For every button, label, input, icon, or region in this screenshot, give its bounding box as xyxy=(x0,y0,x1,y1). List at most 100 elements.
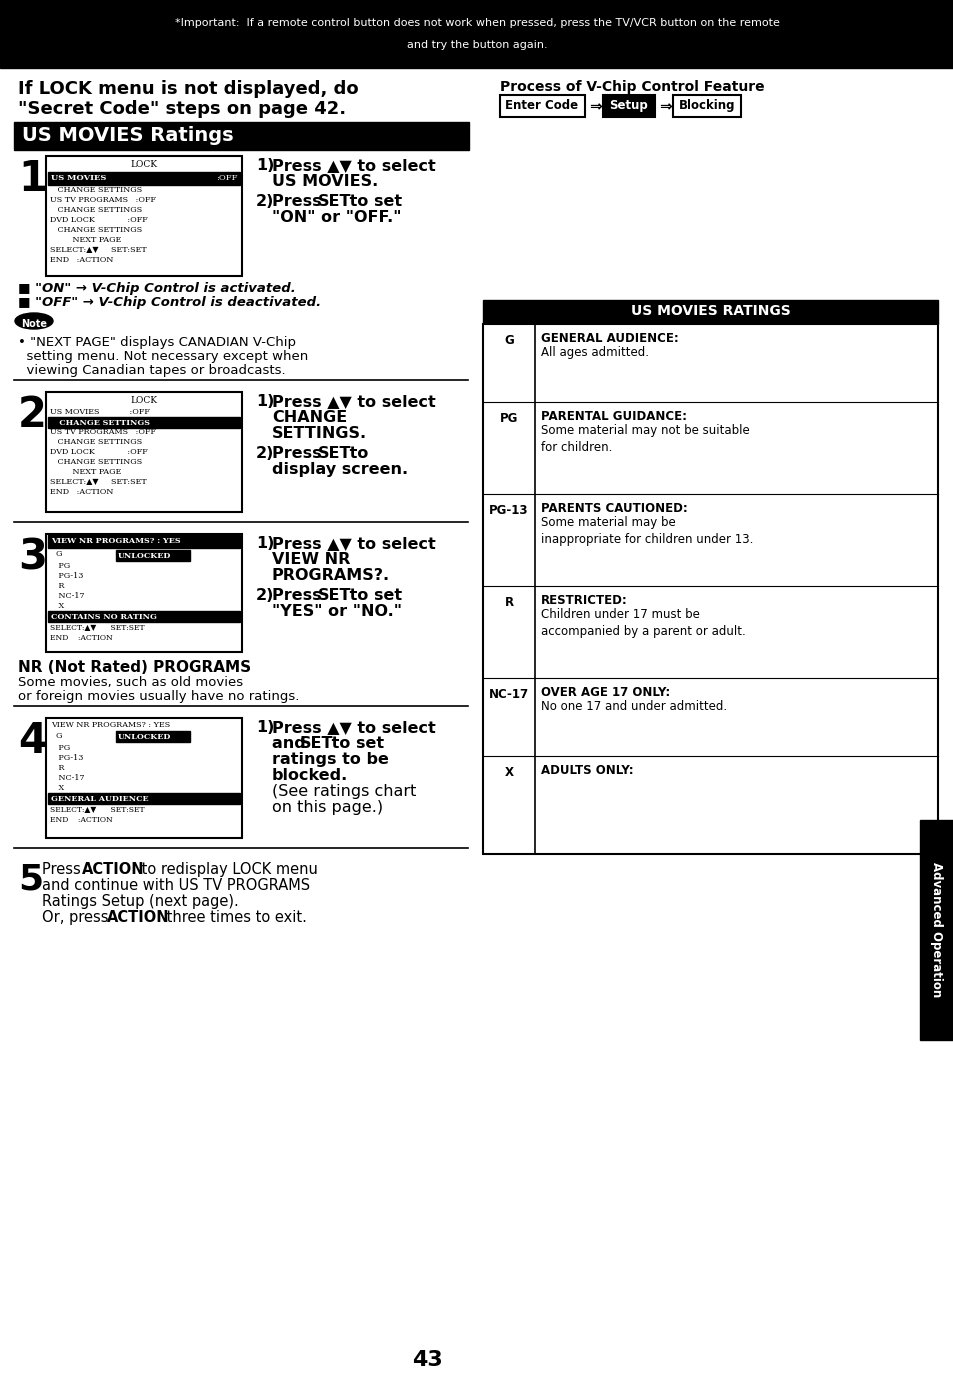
Text: DVD LOCK             :OFF: DVD LOCK :OFF xyxy=(50,217,148,224)
Text: ACTION: ACTION xyxy=(82,862,145,878)
Bar xyxy=(48,793,240,805)
Text: X: X xyxy=(51,602,64,610)
Text: ratings to be: ratings to be xyxy=(272,752,389,767)
Text: G: G xyxy=(503,334,514,346)
Text: PARENTS CAUTIONED:: PARENTS CAUTIONED: xyxy=(540,502,687,515)
Text: ■ "ON" → V-Chip Control is activated.: ■ "ON" → V-Chip Control is activated. xyxy=(18,282,295,295)
Text: R: R xyxy=(51,765,65,771)
Text: 1): 1) xyxy=(255,720,274,736)
Bar xyxy=(46,392,242,512)
Text: All ages admitted.: All ages admitted. xyxy=(540,346,648,359)
Text: GENERAL AUDIENCE: GENERAL AUDIENCE xyxy=(51,795,149,803)
Text: US MOVIES.: US MOVIES. xyxy=(272,174,377,189)
Text: 1): 1) xyxy=(255,395,274,408)
Text: Some movies, such as old movies: Some movies, such as old movies xyxy=(18,676,243,689)
Bar xyxy=(0,0,953,68)
Text: Press: Press xyxy=(272,195,327,208)
Bar xyxy=(48,172,240,185)
Text: and: and xyxy=(272,736,311,751)
Text: CONTAINS NO RATING: CONTAINS NO RATING xyxy=(51,613,156,621)
Text: to set: to set xyxy=(344,588,402,603)
Text: PROGRAMS?.: PROGRAMS?. xyxy=(272,569,390,582)
Bar xyxy=(672,95,740,117)
Text: PG-13: PG-13 xyxy=(51,753,83,762)
Text: to: to xyxy=(344,446,368,461)
Text: SET: SET xyxy=(317,588,351,603)
Text: and try the button again.: and try the button again. xyxy=(406,40,547,50)
Text: NR (Not Rated) PROGRAMS: NR (Not Rated) PROGRAMS xyxy=(18,660,251,675)
Text: PG: PG xyxy=(499,413,517,425)
Text: NC-17: NC-17 xyxy=(51,774,85,782)
Text: Enter Code: Enter Code xyxy=(505,99,578,112)
Text: R: R xyxy=(51,582,65,591)
Text: US MOVIES RATINGS: US MOVIES RATINGS xyxy=(630,304,789,317)
Text: :OFF: :OFF xyxy=(216,174,237,182)
Text: UNLOCKED: UNLOCKED xyxy=(118,733,172,741)
Bar xyxy=(482,324,937,854)
Text: blocked.: blocked. xyxy=(272,769,348,782)
Bar xyxy=(14,121,469,150)
Text: PG: PG xyxy=(51,744,71,752)
Text: Process of V-Chip Control Feature: Process of V-Chip Control Feature xyxy=(499,80,763,94)
Bar xyxy=(46,156,242,276)
Bar xyxy=(919,820,953,1041)
Text: setting menu. Not necessary except when: setting menu. Not necessary except when xyxy=(18,351,308,363)
Text: on this page.): on this page.) xyxy=(272,800,383,816)
Text: • "NEXT PAGE" displays CANADIAN V-Chip: • "NEXT PAGE" displays CANADIAN V-Chip xyxy=(18,335,295,349)
Text: PG-13: PG-13 xyxy=(489,504,528,518)
Bar xyxy=(499,95,584,117)
Text: to set: to set xyxy=(326,736,384,751)
Text: SET: SET xyxy=(317,446,351,461)
Text: No one 17 and under admitted.: No one 17 and under admitted. xyxy=(540,700,726,713)
Text: NEXT PAGE: NEXT PAGE xyxy=(50,468,121,476)
Text: Press ▲▼ to select: Press ▲▼ to select xyxy=(272,535,436,551)
Text: OVER AGE 17 ONLY:: OVER AGE 17 ONLY: xyxy=(540,686,670,700)
Text: Some material may be
inappropriate for children under 13.: Some material may be inappropriate for c… xyxy=(540,516,753,546)
Text: ⇒: ⇒ xyxy=(588,99,601,115)
Text: 1: 1 xyxy=(18,157,47,200)
Text: VIEW NR PROGRAMS? : YES: VIEW NR PROGRAMS? : YES xyxy=(51,537,180,545)
Text: "Secret Code" steps on page 42.: "Secret Code" steps on page 42. xyxy=(18,99,346,119)
Text: Press ▲▼ to select: Press ▲▼ to select xyxy=(272,157,436,172)
Text: CHANGE: CHANGE xyxy=(272,410,347,425)
Text: DVD LOCK             :OFF: DVD LOCK :OFF xyxy=(50,448,148,455)
Text: US MOVIES Ratings: US MOVIES Ratings xyxy=(22,126,233,145)
Bar xyxy=(482,299,937,324)
Text: 2): 2) xyxy=(255,195,274,208)
Text: NC-17: NC-17 xyxy=(51,592,85,600)
Text: US MOVIES            :OFF: US MOVIES :OFF xyxy=(50,408,150,415)
Text: R: R xyxy=(504,596,513,609)
Bar xyxy=(602,95,655,117)
Text: or foreign movies usually have no ratings.: or foreign movies usually have no rating… xyxy=(18,690,299,702)
Text: Note: Note xyxy=(21,319,47,328)
Bar xyxy=(48,535,240,548)
Text: Blocking: Blocking xyxy=(678,99,735,112)
Text: SET: SET xyxy=(317,195,351,208)
Text: and continue with US TV PROGRAMS: and continue with US TV PROGRAMS xyxy=(42,878,310,893)
Text: 43: 43 xyxy=(411,1350,442,1370)
Text: END   :ACTION: END :ACTION xyxy=(50,257,113,264)
Text: three times to exit.: three times to exit. xyxy=(162,909,307,925)
Text: SELECT:▲▼     SET:SET: SELECT:▲▼ SET:SET xyxy=(50,477,147,486)
Text: VIEW NR: VIEW NR xyxy=(272,552,350,567)
Text: US MOVIES: US MOVIES xyxy=(51,174,107,182)
Text: END    :ACTION: END :ACTION xyxy=(50,633,112,642)
Text: LOCK: LOCK xyxy=(131,396,157,404)
Bar xyxy=(46,718,242,838)
Text: CHANGE SETTINGS: CHANGE SETTINGS xyxy=(50,226,142,235)
Text: X: X xyxy=(51,784,64,792)
Text: 4: 4 xyxy=(18,720,47,762)
Text: SELECT:▲▼      SET:SET: SELECT:▲▼ SET:SET xyxy=(50,806,145,814)
Text: Some material may not be suitable
for children.: Some material may not be suitable for ch… xyxy=(540,424,749,454)
Text: *Important:  If a remote control button does not work when pressed, press the TV: *Important: If a remote control button d… xyxy=(174,18,779,28)
Bar xyxy=(46,534,242,651)
Text: US TV PROGRAMS   :OFF: US TV PROGRAMS :OFF xyxy=(50,428,156,436)
Text: Press: Press xyxy=(272,588,327,603)
Text: Press ▲▼ to select: Press ▲▼ to select xyxy=(272,395,436,408)
Text: G: G xyxy=(56,551,63,558)
Text: G: G xyxy=(56,731,63,740)
Text: 3: 3 xyxy=(18,535,47,578)
Text: Press: Press xyxy=(42,862,85,878)
Text: ADULTS ONLY:: ADULTS ONLY: xyxy=(540,765,633,777)
Text: to redisplay LOCK menu: to redisplay LOCK menu xyxy=(137,862,317,878)
